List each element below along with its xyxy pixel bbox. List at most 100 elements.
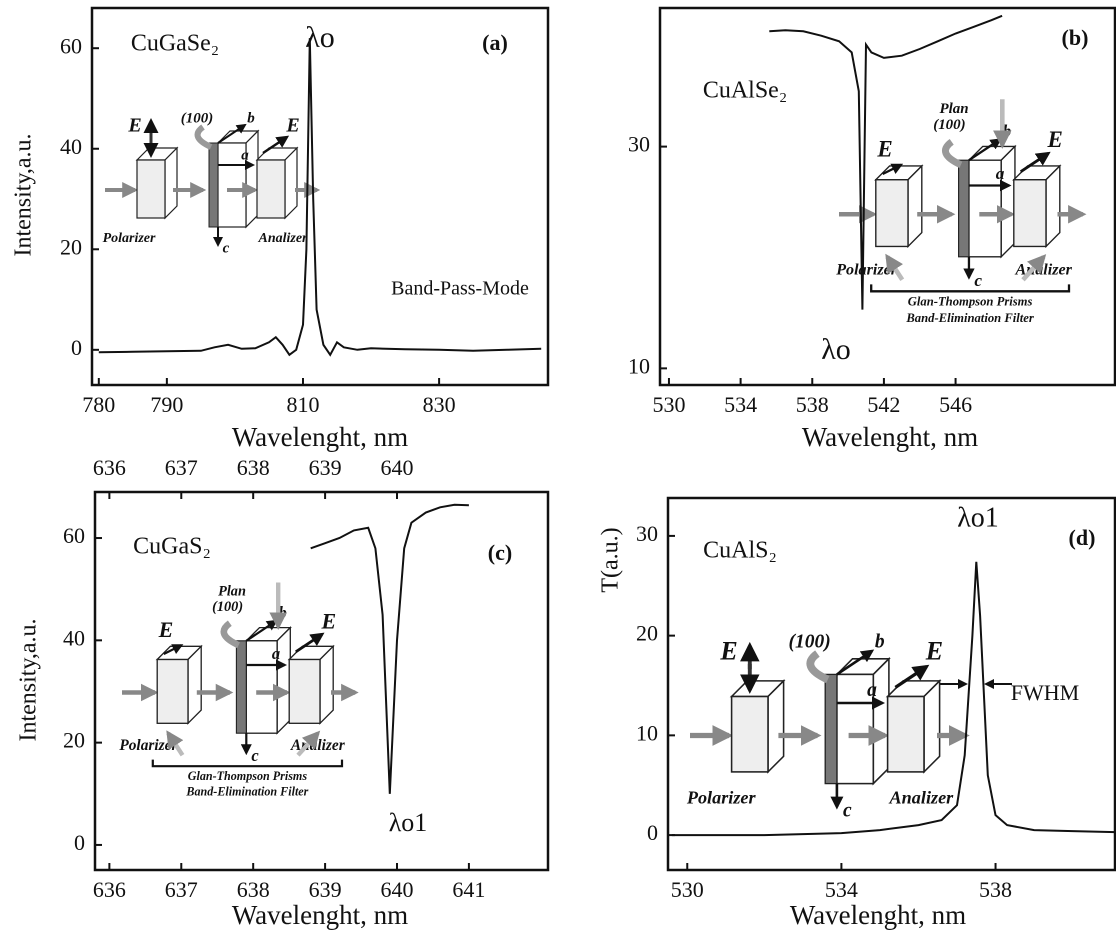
inset-box (257, 160, 285, 218)
inset-box (157, 660, 188, 724)
figure: 0204060780790810830Wavelenght, nmIntensi… (0, 0, 1116, 938)
x-tick-label: 542 (867, 392, 900, 417)
panel-label: (c) (488, 540, 512, 565)
x-tick-label: 640 (381, 877, 414, 902)
y-tick-label: 10 (636, 720, 658, 745)
crystal-face (825, 674, 837, 783)
inset-label: E (876, 136, 892, 161)
annotation: FWHM (1011, 680, 1079, 705)
y-tick-label: 60 (60, 33, 82, 58)
x-tick-label: 639 (309, 877, 342, 902)
inset-box (246, 131, 258, 227)
inset-label: Plan (939, 101, 968, 117)
inset-label: E (285, 115, 299, 137)
inset-label: (100) (181, 110, 214, 126)
inset-label: Analizer (257, 231, 308, 246)
x2-tick-label: 638 (237, 455, 270, 480)
y-tick-label: 60 (63, 523, 85, 548)
y-tick-label: 20 (60, 234, 82, 259)
inset-label: E (158, 617, 174, 642)
x-tick-label: 636 (93, 877, 126, 902)
x-axis-title: Wavelenght, nm (232, 900, 408, 930)
y-tick-label: 20 (63, 728, 85, 753)
y-tick-label: 0 (647, 820, 658, 845)
y-tick-label: 10 (628, 353, 650, 378)
inset-label: a (272, 644, 280, 663)
inset-label: c (843, 801, 852, 822)
x-tick-label: 530 (652, 392, 685, 417)
x-tick-label: 638 (237, 877, 270, 902)
page: {"chart_data": [ {"type": "line", "panel… (0, 0, 1116, 938)
inset-box (876, 180, 908, 247)
inset-label: Plan (218, 584, 246, 600)
inset-box (908, 166, 922, 247)
crystal-face (236, 641, 246, 733)
inset-diagram: EEbac(100)PolarizerAnalizer (103, 110, 317, 256)
inset-box (1014, 180, 1046, 247)
rotation-arrow (945, 142, 960, 165)
y-tick-label: 30 (636, 521, 658, 546)
x2-tick-label: 636 (93, 455, 126, 480)
x-tick-label: 790 (150, 392, 183, 417)
compound-label: CuGaS₂ (133, 534, 211, 560)
x-tick-label: 534 (825, 877, 858, 902)
x-tick-label: 637 (165, 877, 198, 902)
y-tick-label: 20 (636, 621, 658, 646)
x2-tick-label: 639 (309, 455, 342, 480)
x-axis-title: Wavelenght, nm (790, 900, 966, 930)
compound-label: CuAlS₂ (703, 538, 777, 564)
inset-label: a (996, 164, 1005, 183)
inset-label: c (223, 240, 230, 256)
y-tick-label: 0 (74, 830, 85, 855)
inset-box (320, 646, 333, 723)
annotation: λo (821, 333, 851, 366)
y-tick-label: 0 (71, 335, 82, 360)
inset-label: Polarizer (835, 261, 898, 278)
inset-box (1046, 166, 1060, 247)
y-axis-title: T(a.u.) (598, 527, 624, 592)
x-tick-label: 546 (939, 392, 972, 417)
inset-label: a (867, 680, 877, 701)
inset-label: Analizer (889, 787, 955, 807)
crystal-face (209, 143, 218, 227)
inset-label: a (241, 147, 249, 163)
x-tick-label: 538 (796, 392, 829, 417)
inset-label: c (251, 746, 259, 765)
inset-box (768, 681, 784, 772)
panel-label: (b) (1062, 25, 1089, 50)
annotation: Band-Pass-Mode (391, 278, 529, 300)
inset-label: b (875, 632, 885, 653)
inset-box (732, 697, 768, 772)
inset-label: E (1047, 127, 1063, 152)
inset-label: Polarizer (686, 787, 757, 807)
y-axis-title: Intensity,a.u. (11, 133, 37, 256)
bracket (153, 760, 342, 767)
inset-diagram: EEbacPlan(100)PolarizerAnalizerGlan-Thom… (835, 99, 1083, 325)
rotation-arrow (224, 623, 239, 645)
inset-label: Band-Elimination Filter (185, 784, 308, 798)
panel-label: (a) (482, 30, 508, 55)
y-tick-label: 40 (60, 134, 82, 159)
inset-box (188, 646, 201, 723)
x-tick-label: 530 (671, 877, 704, 902)
inset-box (888, 697, 924, 772)
inset-label: (100) (933, 117, 965, 133)
annotation: λo1 (389, 808, 428, 837)
bracket (871, 284, 1069, 291)
x-axis-title: Wavelenght, nm (802, 422, 978, 452)
inset-box (165, 148, 177, 218)
inset-label: E (719, 637, 737, 666)
crystal-face (959, 160, 969, 257)
compound-label: CuGaSe₂ (131, 31, 219, 57)
inset-box (873, 659, 889, 784)
x-axis-title: Wavelenght, nm (232, 422, 408, 452)
inset-label: Analizer (1015, 261, 1073, 278)
inset-label: E (127, 115, 141, 137)
annotation: λo1 (957, 502, 999, 533)
inset-label: b (247, 110, 255, 126)
inset-label: Glan-Thompson Prisms (188, 769, 308, 783)
inset-label: (100) (212, 599, 243, 615)
inset-label: (100) (788, 632, 830, 653)
compound-label: CuAlSe₂ (703, 78, 787, 104)
